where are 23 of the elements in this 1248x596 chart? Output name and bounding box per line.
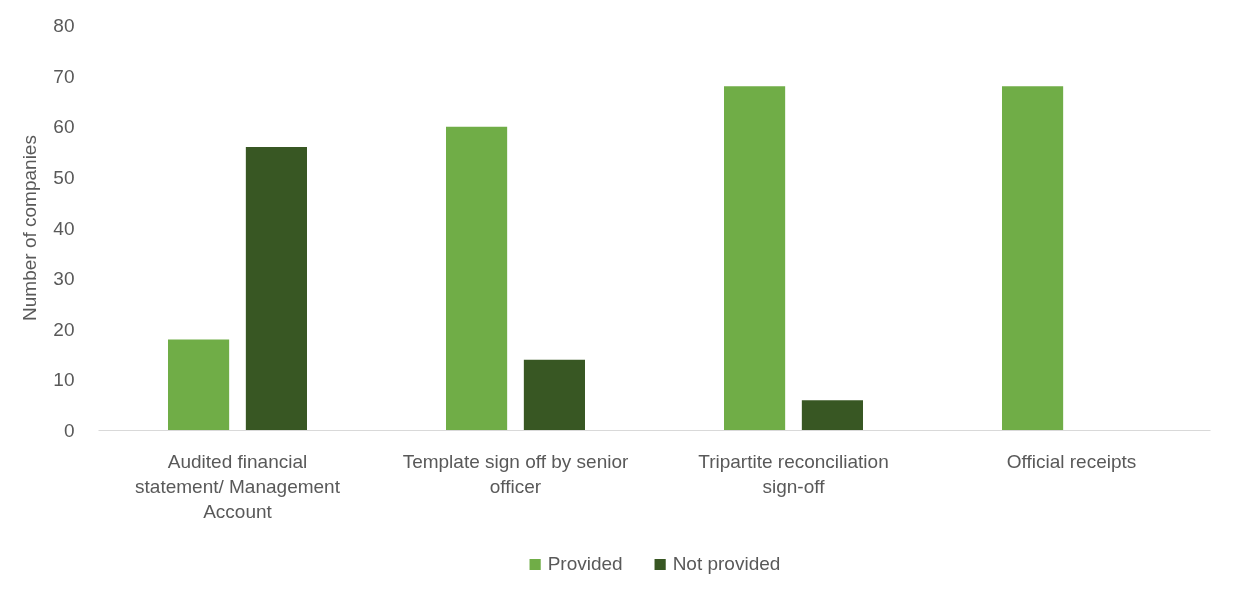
x-tick-label: Tripartite reconciliation sign-off — [698, 450, 889, 497]
bar — [245, 147, 307, 431]
bar — [523, 359, 585, 431]
y-tick-label: 0 — [63, 420, 75, 441]
x-tick-label: Audited financial statement/ Management Account — [135, 450, 341, 522]
y-tick-label: 20 — [53, 318, 75, 340]
y-tick-label: 10 — [53, 369, 75, 391]
y-tick-label: 40 — [53, 217, 75, 239]
x-tick-label: Official receipts — [1006, 450, 1137, 472]
legend-label: Not provided — [672, 553, 781, 575]
bar — [724, 86, 786, 431]
bar — [446, 126, 508, 431]
x-tick-label: Template sign off by senior officer — [402, 450, 629, 497]
y-tick-label: 80 — [53, 15, 75, 36]
y-tick-label: 70 — [53, 65, 75, 87]
y-axis-title: Number of companies — [19, 135, 41, 321]
y-tick-label: 50 — [53, 166, 75, 188]
legend-label: Provided — [547, 553, 623, 575]
bar — [168, 339, 230, 431]
bar — [801, 400, 863, 431]
y-tick-label: 30 — [53, 268, 75, 290]
y-tick-label: 60 — [53, 116, 75, 138]
bar — [1002, 86, 1064, 431]
